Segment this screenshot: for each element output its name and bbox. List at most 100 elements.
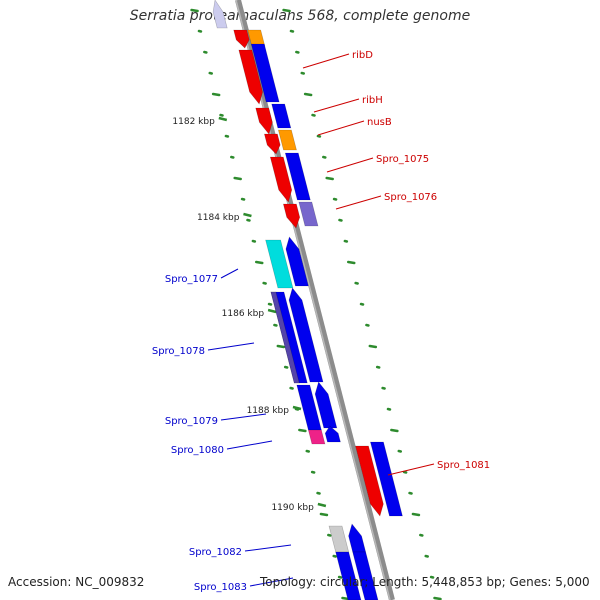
- tick-mark-inner: [224, 134, 230, 138]
- gene-label[interactable]: Spro_1082: [189, 547, 242, 558]
- gene-label-leader: [249, 577, 294, 587]
- tick-mark-inner: [211, 92, 221, 97]
- gene-arrow[interactable]: [255, 107, 273, 135]
- gene-arrow[interactable]: [284, 152, 311, 201]
- gene-arrow[interactable]: [352, 551, 379, 600]
- kbp-tick: [243, 212, 252, 218]
- tick-mark-outer: [322, 155, 327, 159]
- kbp-label: 1188 kbp: [247, 406, 290, 416]
- gene-arrow[interactable]: [285, 236, 309, 287]
- gene-arrow[interactable]: [250, 43, 280, 103]
- tick-mark-inner: [337, 575, 343, 579]
- tick-mark-outer: [325, 176, 334, 181]
- tick-mark-inner: [310, 470, 316, 474]
- tick-mark-outer: [346, 260, 356, 265]
- kbp-tick: [218, 116, 228, 122]
- tick-mark-outer: [368, 344, 378, 349]
- gene-arrow[interactable]: [270, 291, 300, 384]
- kbp-tick: [267, 308, 277, 314]
- genome-summary-text: Topology: circular; Length: 5,448,853 bp…: [260, 575, 590, 589]
- gene-arrow[interactable]: [282, 203, 301, 229]
- gene-arrow[interactable]: [269, 156, 293, 203]
- tick-mark-inner: [267, 302, 273, 306]
- tick-mark-inner: [327, 533, 332, 537]
- gene-arrow[interactable]: [247, 29, 266, 47]
- gene-arrow[interactable]: [328, 525, 350, 553]
- gene-label-leader: [335, 195, 382, 210]
- gene-arrow[interactable]: [324, 425, 341, 443]
- gene-label-leader: [326, 157, 374, 173]
- tick-mark-outer: [295, 50, 300, 54]
- gene-label-leader: [226, 440, 273, 450]
- gene-arrow[interactable]: [265, 239, 294, 289]
- tick-mark-outer: [311, 113, 316, 117]
- tick-mark-inner: [332, 554, 337, 558]
- gene-arrow[interactable]: [307, 429, 326, 445]
- gene-arrow[interactable]: [370, 441, 403, 517]
- gene-arrow[interactable]: [277, 129, 297, 151]
- gene-label[interactable]: Spro_1075: [376, 154, 429, 165]
- tick-mark-inner: [305, 449, 311, 453]
- gene-label-leader: [313, 98, 360, 113]
- gene-label-leader: [302, 53, 350, 69]
- gene-label[interactable]: ribH: [362, 95, 383, 106]
- gene-label-leader: [317, 120, 365, 136]
- tick-mark-inner: [341, 596, 350, 600]
- gene-label-leader: [207, 342, 255, 351]
- gene-arrow[interactable]: [212, 0, 228, 29]
- gene-arrow[interactable]: [271, 103, 292, 129]
- tick-mark-outer: [316, 134, 322, 138]
- gene-label-leader: [220, 413, 267, 421]
- gene-arrow[interactable]: [355, 445, 384, 517]
- kbp-tick: [317, 502, 327, 508]
- tick-mark-inner: [298, 428, 307, 433]
- gene-arrow[interactable]: [233, 29, 250, 49]
- gene-label[interactable]: Spro_1077: [165, 274, 218, 285]
- gene-label-leader: [244, 544, 292, 552]
- tick-mark-outer: [289, 29, 295, 33]
- tick-mark-outer: [300, 71, 305, 75]
- tick-mark-outer: [282, 8, 291, 13]
- gene-arrow[interactable]: [288, 287, 324, 383]
- tick-mark-inner: [203, 50, 208, 54]
- accession-text: Accession: NC_009832: [8, 575, 145, 589]
- gene-arrow[interactable]: [238, 49, 263, 105]
- tick-mark-outer: [338, 218, 343, 222]
- tick-mark-outer: [354, 281, 359, 285]
- tick-mark-outer: [365, 323, 370, 327]
- genome-backbone-highlight: [235, 0, 391, 600]
- tick-mark-outer: [381, 386, 386, 390]
- tick-mark-outer: [419, 533, 424, 537]
- kbp-label: 1182 kbp: [172, 117, 215, 127]
- tick-mark-inner: [254, 260, 264, 265]
- tick-mark-inner: [240, 197, 246, 201]
- tick-mark-outer: [386, 407, 392, 411]
- tick-mark-outer: [397, 449, 403, 453]
- gene-label[interactable]: Spro_1083: [194, 582, 247, 593]
- gene-label[interactable]: Spro_1081: [437, 460, 490, 471]
- gene-label[interactable]: Spro_1079: [165, 416, 218, 427]
- gene-label[interactable]: Spro_1076: [384, 192, 437, 203]
- gene-arrow[interactable]: [335, 551, 362, 600]
- tick-mark-inner: [276, 344, 286, 349]
- tick-mark-outer: [375, 365, 381, 369]
- tick-mark-inner: [230, 155, 235, 159]
- gene-arrow[interactable]: [298, 201, 319, 227]
- tick-mark-outer: [303, 92, 313, 97]
- gene-label[interactable]: Spro_1080: [171, 445, 224, 456]
- tick-mark-inner: [208, 71, 213, 75]
- gene-label[interactable]: nusB: [367, 117, 392, 128]
- tick-mark-inner: [262, 281, 267, 285]
- tick-mark-outer: [343, 239, 349, 243]
- tick-mark-inner: [289, 386, 294, 390]
- gene-label[interactable]: ribD: [352, 50, 373, 61]
- kbp-tick: [292, 405, 302, 411]
- tick-mark-inner: [219, 113, 224, 117]
- gene-arrow[interactable]: [348, 523, 367, 553]
- gene-arrow[interactable]: [264, 133, 281, 155]
- gene-label[interactable]: Spro_1078: [152, 346, 205, 357]
- genome-backbone: [235, 0, 395, 600]
- tick-mark-outer: [390, 428, 399, 433]
- tick-mark-outer: [429, 575, 435, 579]
- tick-mark-outer: [424, 554, 429, 558]
